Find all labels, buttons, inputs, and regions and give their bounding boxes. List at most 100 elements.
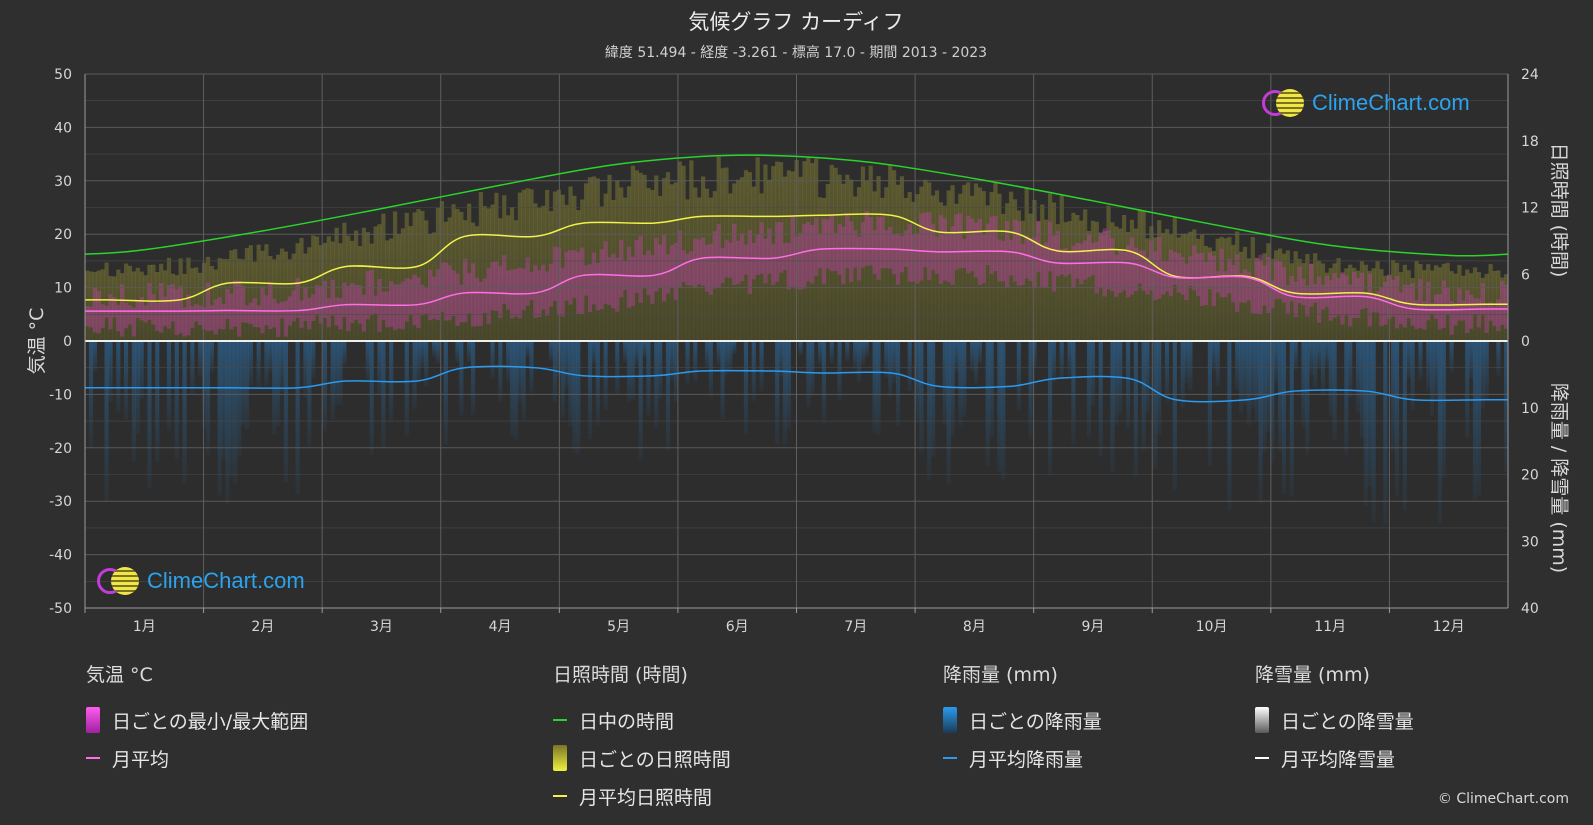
daily-temp-range-bar — [1469, 294, 1474, 329]
daily-temp-range-bar — [911, 235, 916, 282]
daily-temp-range-bar — [443, 262, 448, 321]
legend-item: 日ごとの降雪量 — [1255, 701, 1414, 739]
series-line-rain-avg — [84, 365, 1508, 403]
daily-sunshine-bar — [993, 182, 998, 341]
daily-rain-bar — [1051, 341, 1057, 382]
daily-sunshine-bar — [139, 271, 144, 341]
legend-item: 日ごとの最小/最大範囲 — [86, 701, 308, 739]
daily-rain-bar — [646, 341, 651, 416]
logo-bottom-left[interactable]: ClimeChart.com — [97, 567, 305, 595]
daily-temp-range-bar — [1215, 271, 1220, 293]
daily-temp-range-bar — [1293, 281, 1298, 318]
daily-sunshine-bar — [104, 262, 109, 341]
daily-sunshine-bar — [279, 248, 285, 341]
daily-temp-range-bar — [1352, 271, 1357, 318]
logo-text: ClimeChart.com — [1312, 90, 1470, 115]
daily-temp-range-bar — [977, 218, 982, 286]
daily-temp-range-bar — [88, 306, 94, 328]
daily-sunshine-bar — [739, 177, 745, 341]
daily-rain-bar — [264, 341, 269, 387]
daily-rain-bar — [322, 341, 328, 432]
daily-temp-range-bar — [1391, 279, 1396, 317]
daily-sunshine-bar — [470, 222, 476, 341]
daily-temp-range-bar — [1012, 219, 1018, 282]
daily-rain-bar — [1266, 341, 1271, 433]
daily-temp-range-bar — [420, 284, 425, 316]
daily-temp-range-bar — [548, 263, 554, 307]
data-bands — [85, 156, 1509, 525]
daily-sunshine-bar — [1172, 217, 1177, 341]
daily-temp-range-bar — [1071, 245, 1076, 289]
daily-temp-range-bar — [1328, 280, 1333, 321]
daily-sunshine-bar — [899, 176, 905, 341]
daily-rain-bar — [603, 341, 608, 411]
daily-temp-range-bar — [237, 280, 242, 337]
daily-temp-range-bar — [1207, 252, 1213, 290]
daily-temp-range-bar — [272, 298, 277, 328]
daily-temp-range-bar — [260, 286, 265, 334]
daily-temp-range-bar — [759, 222, 764, 274]
daily-temp-range-bar — [385, 291, 390, 328]
daily-sunshine-bar — [732, 183, 737, 341]
daily-temp-range-bar — [1024, 235, 1029, 279]
daily-rain-bar — [1359, 341, 1365, 439]
daily-temp-range-bar — [985, 223, 990, 266]
daily-rain-bar — [1016, 341, 1021, 411]
legend-label: 日ごとの最小/最大範囲 — [112, 710, 309, 733]
daily-rain-bar — [139, 341, 144, 400]
y-left-tick-label: 20 — [54, 227, 72, 243]
daily-temp-range-bar — [229, 293, 234, 330]
daily-sunshine-bar — [506, 215, 511, 341]
daily-sunshine-bar — [623, 197, 628, 341]
daily-sunshine-bar — [607, 174, 612, 341]
daily-temp-range-bar — [736, 240, 741, 284]
daily-rain-bar — [1394, 341, 1400, 498]
daily-rain-bar — [209, 341, 214, 373]
daily-temp-range-bar — [1055, 231, 1060, 277]
daily-sunshine-bar — [354, 230, 359, 341]
daily-temp-range-bar — [1406, 285, 1411, 319]
daily-rain-bar — [1242, 341, 1248, 406]
daily-sunshine-bar — [1055, 224, 1060, 341]
daily-temp-range-bar — [997, 239, 1002, 282]
daily-rain-bar — [509, 341, 515, 436]
daily-sunshine-bar — [1125, 232, 1131, 341]
daily-temp-range-bar — [798, 232, 803, 290]
daily-sunshine-bar — [318, 245, 324, 341]
daily-temp-range-bar — [213, 299, 218, 335]
daily-rain-bar — [732, 341, 737, 354]
daily-sunshine-bar — [330, 241, 335, 341]
daily-temp-range-bar — [369, 269, 374, 316]
daily-temp-range-bar — [1305, 285, 1310, 317]
daily-sunshine-bar — [100, 269, 105, 341]
legend-swatch — [943, 757, 957, 759]
daily-sunshine-bar — [626, 186, 632, 341]
daily-sunshine-bar — [1348, 264, 1353, 341]
x-tick-label: 12月 — [1433, 619, 1465, 635]
daily-temp-range-bar — [1254, 258, 1259, 314]
daily-sunshine-bar — [892, 170, 897, 341]
daily-sunshine-bar — [451, 204, 456, 341]
daily-rain-bar — [568, 341, 573, 427]
daily-temp-range-bar — [716, 223, 721, 288]
daily-sunshine-bar — [806, 157, 811, 341]
logo-top-right[interactable]: ClimeChart.com — [1262, 89, 1470, 117]
daily-rain-bar — [1449, 341, 1454, 373]
daily-sunshine-bar — [502, 195, 507, 341]
legend-item: 日中の時間 — [553, 701, 731, 739]
daily-rain-bar — [1430, 341, 1435, 417]
daily-rain-bar — [630, 341, 636, 400]
daily-temp-range-bar — [1496, 299, 1501, 331]
daily-temp-range-bar — [412, 274, 417, 326]
daily-rain-bar — [1188, 341, 1193, 390]
legend-sunshine: 日照時間 (時間) 日中の時間 日ごとの日照時間 月平均日照時間 — [553, 660, 731, 810]
daily-rain-bar — [864, 341, 869, 357]
daily-temp-range-bar — [919, 213, 924, 281]
daily-sunshine-bar — [1110, 222, 1115, 341]
daily-sunshine-bar — [950, 185, 955, 341]
daily-sunshine-bar — [1008, 191, 1014, 341]
daily-rain-bar — [174, 341, 179, 459]
daily-temp-range-bar — [1196, 253, 1201, 297]
daily-temp-range-bar — [1032, 237, 1037, 288]
daily-temp-range-bar — [814, 217, 819, 277]
